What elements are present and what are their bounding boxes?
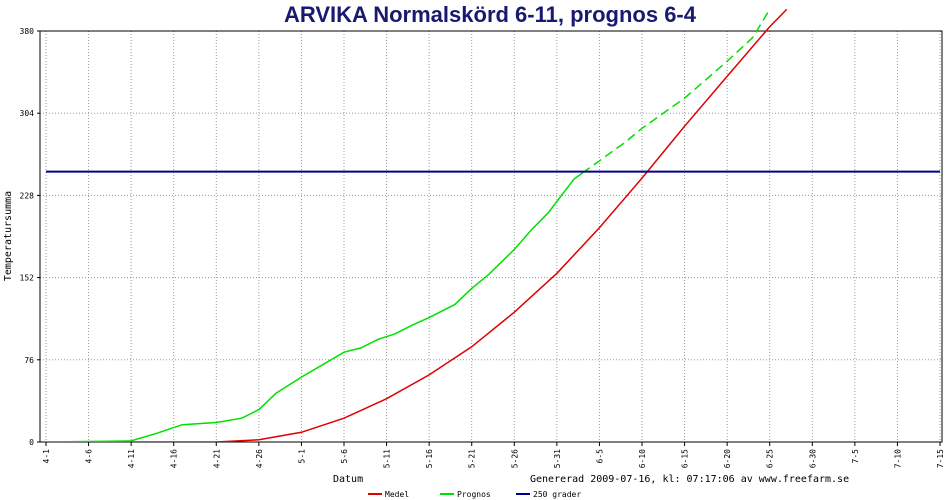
x-axis-ticks: 4-1 4-6 4-11 4-16 4-21 4-26 5-1 5-6 5-11 5-16 5-21… [42, 442, 945, 468]
x-tick-label: 4-1 [42, 449, 51, 464]
x-tick-label: 6-25 [766, 449, 775, 468]
y-tick-label: 76 [24, 356, 34, 365]
x-tick-label: 7-15 [936, 449, 945, 468]
x-tick-label: 7-5 [851, 449, 860, 464]
series-prognos [45, 9, 771, 442]
series-line-dashed [581, 9, 771, 174]
x-tick-label: 4-11 [127, 449, 136, 468]
x-tick-label: 6-20 [723, 449, 732, 468]
x-tick-label: 5-6 [340, 449, 349, 464]
y-tick-label: 0 [29, 438, 34, 447]
series-medel [46, 8, 788, 442]
x-tick-label: 5-21 [468, 449, 477, 468]
y-axis-ticks: 0 76 152 228 304 380 [20, 27, 40, 447]
legend-label: 250 grader [533, 490, 581, 499]
x-tick-label: 5-16 [425, 449, 434, 468]
plot-frame [39, 30, 943, 443]
x-tick-label: 4-16 [170, 449, 179, 468]
x-tick-label: 4-6 [85, 449, 94, 464]
x-tick-label: 6-15 [681, 449, 690, 468]
x-tick-label: 5-1 [297, 449, 306, 464]
x-tick-label: 5-26 [510, 449, 519, 468]
x-axis-label: Datum [333, 474, 363, 485]
x-tick-label: 6-5 [595, 449, 604, 464]
chart-title: ARVIKA Normalskörd 6-11, prognos 6-4 [284, 2, 697, 27]
x-tick-label: 5-31 [553, 449, 562, 468]
x-tick-label: 6-30 [808, 449, 817, 468]
series-lines [45, 8, 940, 442]
x-tick-label: 4-26 [255, 449, 264, 468]
y-tick-label: 304 [20, 109, 35, 118]
legend-label: Medel [385, 490, 409, 499]
series-line [46, 8, 788, 442]
y-tick-label: 228 [20, 191, 35, 200]
y-axis-label: Temperatursumma [3, 191, 14, 281]
y-tick-label: 152 [20, 274, 35, 283]
series-line-solid [45, 172, 583, 442]
footer-text: Genererad 2009-07-16, kl: 07:17:06 av ww… [530, 474, 849, 485]
grid [40, 31, 942, 442]
legend: Medel Prognos 250 grader [368, 490, 581, 499]
legend-label: Prognos [457, 490, 491, 499]
y-tick-label: 380 [20, 27, 35, 36]
x-tick-label: 7-10 [893, 449, 902, 468]
x-tick-label: 4-21 [212, 449, 221, 468]
x-tick-label: 6-10 [638, 449, 647, 468]
x-tick-label: 5-11 [383, 449, 392, 468]
